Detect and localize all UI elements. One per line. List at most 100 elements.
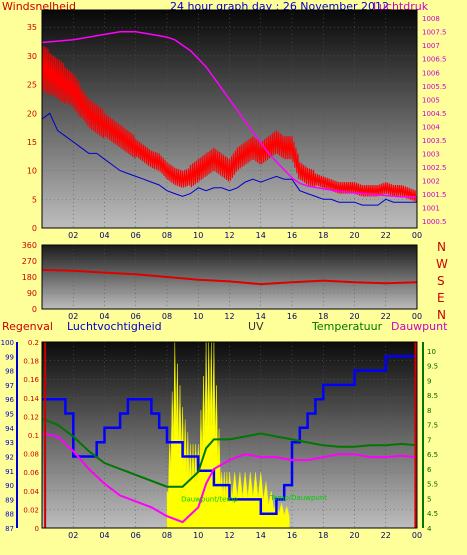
pressure-tick: 1007.5 xyxy=(422,29,447,37)
direction-letter-n-bottom: N xyxy=(437,308,446,322)
humidity-line xyxy=(42,355,417,515)
weather-x-tick: 18 xyxy=(318,531,328,540)
temperature-tick: 6.5 xyxy=(427,451,438,459)
wind-pressure-x-tick: 00 xyxy=(412,231,422,240)
temperature-tick: 9.5 xyxy=(427,363,438,371)
direction-x-tick: 04 xyxy=(99,312,109,321)
pressure-tick: 1001.5 xyxy=(422,191,447,199)
pressure-tick: 1003 xyxy=(422,151,440,159)
weather-x-tick: 08 xyxy=(162,531,172,540)
temperature-tick: 6 xyxy=(427,466,432,474)
pressure-tick: 1004 xyxy=(422,123,440,131)
temperature-tick: 8.5 xyxy=(427,392,438,400)
wind-speed-tick: 10 xyxy=(27,167,37,176)
weather-x-tick: 14 xyxy=(256,531,266,540)
pressure-tick: 1005 xyxy=(422,96,440,104)
wind-pressure-x-tick: 08 xyxy=(162,231,172,240)
rain-tick: 0 xyxy=(35,525,39,533)
rain-tick: 0.2 xyxy=(28,339,39,347)
temperature-tick: 7.5 xyxy=(427,422,438,430)
direction-x-tick: 22 xyxy=(381,312,391,321)
direction-x-tick: 08 xyxy=(162,312,172,321)
humidity-tick: 88 xyxy=(5,511,14,519)
direction-tick: 90 xyxy=(27,289,37,298)
humidity-tick: 91 xyxy=(5,468,14,476)
dewpoint-inline-label: Dauwpunt/temp xyxy=(181,495,238,503)
wind-speed-tick: 20 xyxy=(27,109,37,118)
direction-x-tick: 14 xyxy=(256,312,266,321)
rain-tick: 0.1 xyxy=(28,432,39,440)
weather-x-tick: 00 xyxy=(412,531,422,540)
temperature-tick: 4 xyxy=(427,525,432,533)
wind-gust-line xyxy=(41,44,417,202)
temperature-tick: 5.5 xyxy=(427,481,438,489)
weather-x-tick: 06 xyxy=(131,531,141,540)
pressure-tick: 1003.5 xyxy=(422,137,447,145)
wind-pressure-x-tick: 22 xyxy=(381,231,391,240)
humidity-axis-title: Luchtvochtigheid xyxy=(67,320,162,333)
rain-tick: 0.14 xyxy=(23,395,39,403)
direction-x-tick: 00 xyxy=(412,312,422,321)
wind-speed-tick: 5 xyxy=(32,195,37,204)
wind-speed-tick: 25 xyxy=(27,81,37,90)
temperature-tick: 4.5 xyxy=(427,510,438,518)
pressure-tick: 1006 xyxy=(422,69,440,77)
pressure-tick: 1007 xyxy=(422,42,440,50)
direction-tick: 180 xyxy=(22,273,37,282)
humidity-tick: 89 xyxy=(5,496,14,504)
pressure-tick: 1000.5 xyxy=(422,218,447,226)
rain-tick: 0.04 xyxy=(23,488,39,496)
dewpoint-axis-title: Dauwpunt xyxy=(391,320,448,333)
weather-x-tick: 12 xyxy=(224,531,234,540)
humidity-tick: 97 xyxy=(5,382,14,390)
dewpoint-line xyxy=(41,432,418,524)
direction-letter-w: W xyxy=(436,257,448,271)
pressure-tick: 1002 xyxy=(422,178,440,186)
direction-frame xyxy=(41,244,418,310)
wind-speed-tick: 15 xyxy=(27,138,37,147)
wind-speed-tick: 0 xyxy=(32,224,37,233)
direction-x-tick: 12 xyxy=(224,312,234,321)
pressure-tick: 1001 xyxy=(422,205,440,213)
humidity-tick: 94 xyxy=(5,425,14,433)
pressure-tick: 1008 xyxy=(422,15,440,23)
wind-speed-tick: 30 xyxy=(27,52,37,61)
humidity-tick: 90 xyxy=(5,482,14,490)
wind-pressure-x-tick: 18 xyxy=(318,231,328,240)
wind-speed-tick: 35 xyxy=(27,23,37,32)
rain-tick: 0.12 xyxy=(23,413,39,421)
direction-letter-s: S xyxy=(437,274,445,288)
humidity-tick: 96 xyxy=(5,396,14,404)
temperature-tick: 9 xyxy=(427,377,431,385)
humidity-tick: 87 xyxy=(5,525,14,533)
temperature-tick: 7 xyxy=(427,436,431,444)
weather-x-tick: 20 xyxy=(349,531,359,540)
direction-x-tick: 10 xyxy=(193,312,203,321)
rain-tick: 0.18 xyxy=(23,358,39,366)
weather-x-tick: 04 xyxy=(99,531,109,540)
direction-x-tick: 02 xyxy=(68,312,78,321)
wind-pressure-x-tick: 02 xyxy=(68,231,78,240)
humidity-tick: 93 xyxy=(5,439,14,447)
direction-letter-n-top: N xyxy=(437,240,446,254)
pressure-tick: 1004.5 xyxy=(422,110,447,118)
direction-x-tick: 06 xyxy=(131,312,141,321)
humidity-tick: 92 xyxy=(5,453,14,461)
rain-tick: 0.02 xyxy=(23,506,39,514)
temperature-tick: 5 xyxy=(427,495,431,503)
wind-average-line xyxy=(41,112,417,206)
wind-pressure-x-tick: 10 xyxy=(193,231,203,240)
direction-x-tick: 16 xyxy=(287,312,297,321)
humidity-tick: 99 xyxy=(5,353,14,361)
direction-tick: 270 xyxy=(22,257,37,266)
uv-area xyxy=(166,341,290,529)
rain-tick: 0.16 xyxy=(23,376,39,384)
temperature-tick: 10 xyxy=(427,348,436,356)
pressure-tick: 1006.5 xyxy=(422,56,447,64)
temperature-inline-label: Temp/Dauwpunt xyxy=(269,494,327,502)
temperature-line xyxy=(41,417,418,488)
weather-x-tick: 16 xyxy=(287,531,297,540)
humidity-tick: 95 xyxy=(5,411,14,419)
pressure-line xyxy=(41,30,417,198)
